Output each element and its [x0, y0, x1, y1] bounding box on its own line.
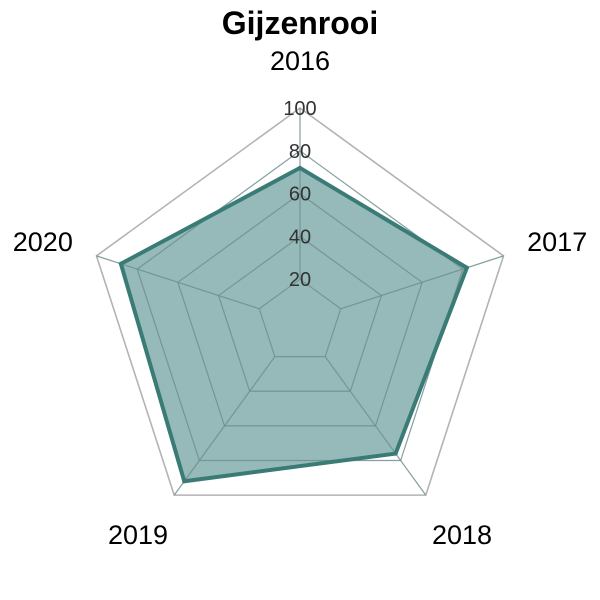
tick-label-80: 80 [289, 141, 311, 163]
tick-label-20: 20 [289, 269, 311, 291]
category-label-2018: 2018 [432, 520, 492, 550]
tick-label-60: 60 [289, 184, 311, 206]
spoke-2018 [324, 356, 427, 496]
tick-label-100: 100 [283, 98, 316, 120]
series-area-fill [120, 167, 467, 482]
data-point-2017 [464, 265, 469, 270]
data-point-2019 [182, 479, 187, 484]
category-label-2016: 2016 [270, 46, 330, 76]
data-point-2020 [118, 261, 123, 266]
grid-ring-20 [258, 278, 342, 358]
category-label-2019: 2019 [108, 520, 168, 550]
series-line [118, 165, 470, 484]
data-point-2018 [393, 451, 398, 456]
grid-ring-100 [95, 107, 505, 496]
grid-ring-40 [217, 235, 383, 392]
category-label-2020: 2020 [13, 227, 73, 257]
spoke-2019 [173, 356, 276, 496]
data-point-2016 [298, 165, 302, 170]
tick-label-40: 40 [289, 226, 311, 248]
chart-title: Gijzenrooi [221, 5, 379, 41]
spoke-2017 [340, 255, 504, 310]
category-label-2017: 2017 [527, 227, 587, 257]
spoke-2020 [96, 255, 260, 310]
grid-ring-60 [177, 192, 423, 427]
